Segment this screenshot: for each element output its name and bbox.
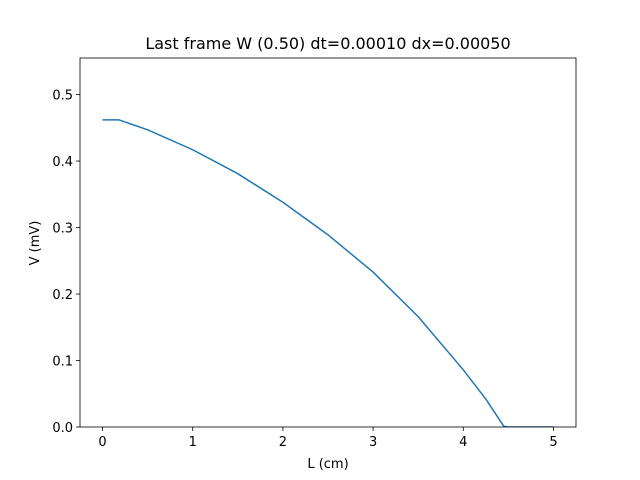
x-tick-label-5: 5 — [549, 435, 557, 450]
y-axis-label: V (mV) — [28, 221, 43, 266]
y-tick-label-4: 0.4 — [52, 155, 73, 170]
y-tick-label-3: 0.3 — [52, 222, 73, 237]
x-tick-label-4: 4 — [459, 435, 467, 450]
axes-frame — [79, 57, 577, 428]
y-tick-label-2: 0.2 — [52, 288, 73, 303]
series-line-0 — [102, 119, 554, 427]
x-tick-label-1: 1 — [189, 435, 197, 450]
chart-title: Last frame W (0.50) dt=0.00010 dx=0.0005… — [145, 34, 510, 53]
x-tick-label-3: 3 — [369, 435, 377, 450]
x-tick-label-0: 0 — [98, 435, 106, 450]
x-axis-label: L (cm) — [307, 457, 348, 472]
plot-area: 0 1 2 3 4 5 0.0 0.1 0.2 0.3 0.4 0.5 — [52, 57, 577, 450]
y-tick-label-5: 0.5 — [52, 89, 73, 104]
x-tick-label-2: 2 — [279, 435, 287, 450]
y-tick-label-0: 0.0 — [52, 421, 73, 436]
y-tick-label-1: 0.1 — [52, 355, 73, 370]
